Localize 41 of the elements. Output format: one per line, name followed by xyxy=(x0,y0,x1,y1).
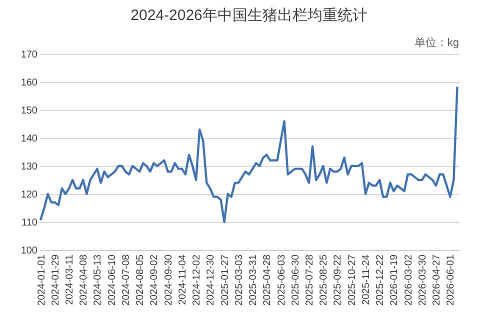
x-tick-label: 2026-03-02 xyxy=(403,254,414,306)
chart-title: 2024-2026年中国生猪出栏均重统计 xyxy=(130,7,368,24)
x-tick-label: 2025-04-28 xyxy=(262,254,274,306)
y-tick-label: 100 xyxy=(20,246,38,256)
y-tick-label: 150 xyxy=(20,106,38,116)
x-tick-label: 2025-08-25 xyxy=(318,254,330,306)
x-tick-label: 2024-05-13 xyxy=(92,254,104,306)
x-tick-label: 2026-01-19 xyxy=(389,254,400,306)
x-tick-label: 2024-11-04 xyxy=(177,254,188,305)
y-tick-label: 160 xyxy=(20,78,38,88)
y-tick-label: 140 xyxy=(20,134,38,144)
text: 单位：kg xyxy=(414,36,459,49)
x-tick-label: 2025-06-03 xyxy=(276,254,288,306)
x-tick-label: 2024-07-08 xyxy=(120,254,132,306)
x-tick-label: 2024-01-29 xyxy=(50,254,62,306)
x-tick-label: 2025-03-31 xyxy=(248,254,260,306)
x-tick-label: 2025-01-27 xyxy=(220,254,231,306)
x-tick-label: 2024-04-08 xyxy=(78,254,90,306)
x-tick-label: 2025-09-22 xyxy=(332,254,344,306)
x-tick-label: 2026-06-01 xyxy=(446,254,457,306)
x-tick-label: 2024-08-05 xyxy=(135,254,146,306)
x-tick-label: 2025-12-22 xyxy=(375,254,386,306)
y-tick-label: 110 xyxy=(22,218,38,228)
x-tick-label: 2026-03-30 xyxy=(417,254,428,306)
x-tick-label: 2024-01-01 xyxy=(36,254,48,306)
x-tick-label: 2024-09-30 xyxy=(163,254,174,306)
x-tick-label: 2024-12-02 xyxy=(192,254,203,306)
x-tick-label: 2024-12-30 xyxy=(206,254,217,306)
x-tick-label: 2025-11-24 xyxy=(360,254,372,305)
x-tick-label: 2024-03-11 xyxy=(64,254,76,305)
x-tick-label: 2024-06-10 xyxy=(106,254,118,306)
x-tick-label: 2026-04-27 xyxy=(432,254,443,306)
x-tick-label: 2024-09-02 xyxy=(149,254,160,306)
x-tick-label: 2025-03-03 xyxy=(234,254,245,306)
y-tick-label: 120 xyxy=(20,190,38,200)
x-tick-label: 2025-10-27 xyxy=(346,254,358,306)
line-series xyxy=(40,86,458,224)
x-tick-label: 2025-06-30 xyxy=(290,254,302,306)
x-tick-label: 2025-07-28 xyxy=(304,254,316,306)
y-tick-label: 130 xyxy=(20,162,38,172)
y-tick-label: 170 xyxy=(20,50,38,60)
